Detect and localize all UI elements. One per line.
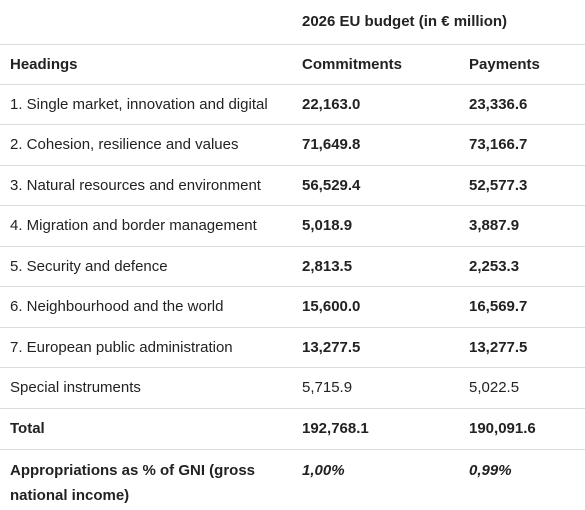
row-payments: 73,166.7: [459, 124, 585, 166]
row-heading: Special instruments: [0, 367, 292, 409]
row-heading: 6. Neighbourhood and the world: [0, 286, 292, 328]
row-payments: 5,022.5: [459, 367, 585, 409]
row-commitments: 2,813.5: [292, 246, 459, 287]
table-row: 4. Migration and border management 5,018…: [0, 205, 585, 247]
appropriations-commitments: 1,00%: [302, 461, 345, 479]
row-heading: 4. Migration and border management: [0, 205, 292, 247]
row-commitments: 5,018.9: [292, 205, 459, 247]
row-heading: 2. Cohesion, resilience and values: [0, 124, 292, 166]
table-row: 6. Neighbourhood and the world 15,600.0 …: [0, 286, 585, 328]
table-row: 3. Natural resources and environment 56,…: [0, 165, 585, 206]
row-commitments: 15,600.0: [292, 286, 459, 328]
appropriations-row: Appropriations as % of GNI (gross nation…: [0, 449, 585, 510]
total-row: Total 192,768.1 190,091.6: [0, 408, 585, 450]
table-row: Special instruments 5,715.9 5,022.5: [0, 367, 585, 409]
row-heading: 5. Security and defence: [0, 246, 292, 287]
empty-header-cell: [0, 0, 292, 45]
row-payments: 13,277.5: [459, 327, 585, 368]
row-commitments: 56,529.4: [292, 165, 459, 206]
row-heading: 3. Natural resources and environment: [0, 165, 292, 206]
total-payments: 190,091.6: [459, 408, 585, 450]
appropriations-heading: Appropriations as % of GNI (gross nation…: [10, 461, 256, 504]
total-commitments: 192,768.1: [292, 408, 459, 450]
row-payments: 23,336.6: [459, 84, 585, 125]
table-row: 2. Cohesion, resilience and values 71,64…: [0, 124, 585, 166]
table-row: 5. Security and defence 2,813.5 2,253.3: [0, 246, 585, 287]
row-payments: 2,253.3: [459, 246, 585, 287]
row-heading: 1. Single market, innovation and digital: [0, 84, 292, 125]
row-commitments: 5,715.9: [292, 367, 459, 409]
row-commitments: 13,277.5: [292, 327, 459, 368]
commitments-column-header: Commitments: [292, 44, 459, 85]
table-header-row: 2026 EU budget (in € million): [0, 0, 585, 45]
row-payments: 52,577.3: [459, 165, 585, 206]
row-heading: 7. European public administration: [0, 327, 292, 368]
table-row: 7. European public administration 13,277…: [0, 327, 585, 368]
total-heading: Total: [0, 408, 292, 450]
row-commitments: 22,163.0: [292, 84, 459, 125]
row-payments: 3,887.9: [459, 205, 585, 247]
row-commitments: 71,649.8: [292, 124, 459, 166]
column-header-row: Headings Commitments Payments: [0, 44, 585, 85]
headings-column-header: Headings: [0, 44, 292, 85]
budget-header: 2026 EU budget (in € million): [292, 0, 585, 45]
row-payments: 16,569.7: [459, 286, 585, 328]
table-row: 1. Single market, innovation and digital…: [0, 84, 585, 125]
appropriations-payments: 0,99%: [469, 461, 512, 479]
payments-column-header: Payments: [459, 44, 585, 85]
